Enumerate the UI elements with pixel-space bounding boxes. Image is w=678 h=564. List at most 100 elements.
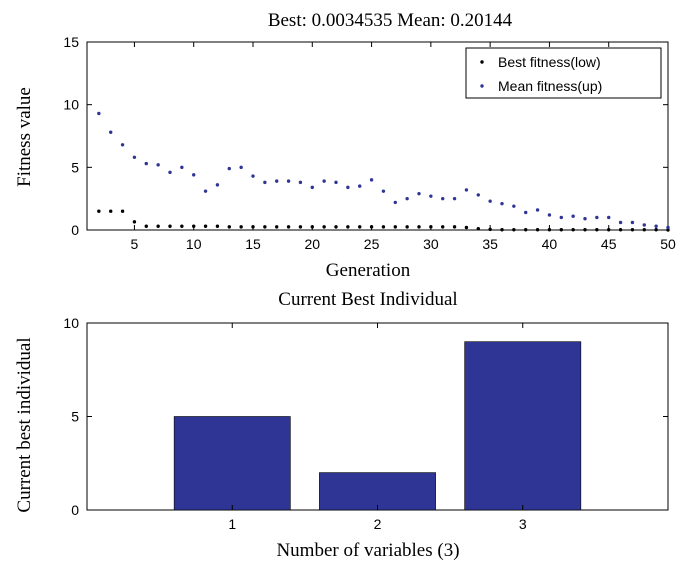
mean-fitness-point [144,161,148,166]
mean-fitness-point [642,223,646,227]
best-fitness-point [203,224,208,228]
mean-fitness-point [654,224,658,228]
best-fitness-point [97,209,101,213]
mean-fitness-point [595,215,599,220]
mean-fitness-point [512,204,516,208]
bar-variable-1 [173,416,291,511]
y-tick-label: 10 [63,97,79,113]
mean-fitness-point [381,189,386,193]
best-fitness-point [630,228,635,232]
best-fitness-point [215,224,220,228]
mean-fitness-point [156,163,160,167]
best-individual-chart-x-label: Number of variables (3) [276,540,459,561]
best-fitness-series [97,209,670,232]
x-tick-label: 25 [364,236,380,252]
mean-fitness-point [500,201,504,206]
mean-fitness-point [298,180,303,185]
mean-fitness-point [120,143,125,147]
best-fitness-point [275,225,279,229]
best-individual-chart-title: Current Best Individual [278,289,457,310]
best-fitness-point [310,225,314,229]
best-fitness-point [334,225,338,229]
fitness-chart: Best: 0.0034535 Mean: 0.20144 0 5 10 15 5 10… [14,10,676,281]
best-fitness-point [132,220,137,224]
best-fitness-point [322,225,326,229]
best-fitness-point [156,224,160,228]
best-fitness-point [476,227,480,231]
best-individual-chart-x-ticks: 1 2 3 [228,323,527,532]
best-fitness-point [512,228,516,232]
mean-fitness-point [310,185,314,190]
mean-fitness-point [227,166,231,171]
best-fitness-point [559,228,563,232]
best-fitness-point [346,225,350,229]
best-fitness-point [464,225,469,230]
mean-fitness-point [464,188,469,192]
best-fitness-point [358,225,362,229]
fitness-chart-y-ticks: 0 5 10 15 [63,34,668,238]
mean-fitness-point [192,173,196,177]
mean-fitness-series [97,111,670,230]
best-fitness-point [535,228,540,232]
mean-fitness-point [358,184,362,188]
legend: Best fitness(low) Mean fitness(up) [465,47,662,99]
best-fitness-point [381,225,386,229]
mean-fitness-point [524,210,528,215]
x-tick-label: 20 [304,236,320,252]
mean-fitness-point [168,170,172,175]
x-tick-label: 45 [601,236,617,252]
best-individual-chart-bars [173,341,582,511]
best-fitness-point [429,225,433,229]
mean-fitness-point [618,220,623,225]
best-fitness-point [417,225,421,229]
best-fitness-point [263,225,267,229]
best-fitness-point [571,228,575,232]
best-fitness-point [120,209,125,213]
mean-fitness-point [452,196,457,201]
best-fitness-point [547,228,552,232]
bar-variable-2 [319,472,436,511]
mean-fitness-point [393,200,397,205]
best-individual-chart-y-label: Current best individual [14,337,35,512]
best-individual-chart-y-ticks: 0 5 10 [63,315,668,518]
best-fitness-point [654,228,658,232]
mean-fitness-point [180,165,184,170]
mean-fitness-point [263,180,267,185]
best-individual-chart: Current Best Individual 0 5 10 1 2 3 Number … [14,289,669,561]
y-tick-label: 5 [71,159,79,175]
x-tick-label: 15 [245,236,261,252]
best-fitness-point [583,228,587,232]
mean-fitness-point [476,193,480,197]
mean-fitness-point [346,185,350,190]
best-fitness-point [595,228,599,232]
x-tick-label: 3 [519,516,527,532]
legend-label-best: Best fitness(low) [498,54,601,70]
best-fitness-point [180,224,184,228]
mean-fitness-point [322,179,326,183]
x-tick-label: 2 [374,516,382,532]
mean-fitness-point [535,208,540,212]
mean-fitness-point [203,189,208,193]
bar-variable-3 [464,341,582,511]
fitness-chart-points [97,111,670,232]
mean-fitness-point [666,225,670,230]
legend-marker-mean [480,84,484,88]
best-fitness-point [286,225,291,229]
mean-fitness-point [251,174,255,178]
x-tick-label: 30 [423,236,439,252]
mean-fitness-point [429,194,433,198]
mean-fitness-point [286,179,291,183]
y-tick-label: 0 [71,222,79,238]
x-tick-label: 5 [131,236,139,252]
best-fitness-point [109,209,113,213]
mean-fitness-point [275,179,279,183]
y-tick-label: 0 [71,502,79,518]
best-fitness-point [239,225,243,229]
y-tick-label: 15 [63,34,79,50]
fitness-chart-x-label: Generation [326,260,411,281]
mean-fitness-point [547,213,552,217]
mean-fitness-point [109,130,113,134]
best-fitness-point [298,225,303,229]
mean-fitness-point [571,214,575,218]
best-fitness-point [607,228,611,232]
